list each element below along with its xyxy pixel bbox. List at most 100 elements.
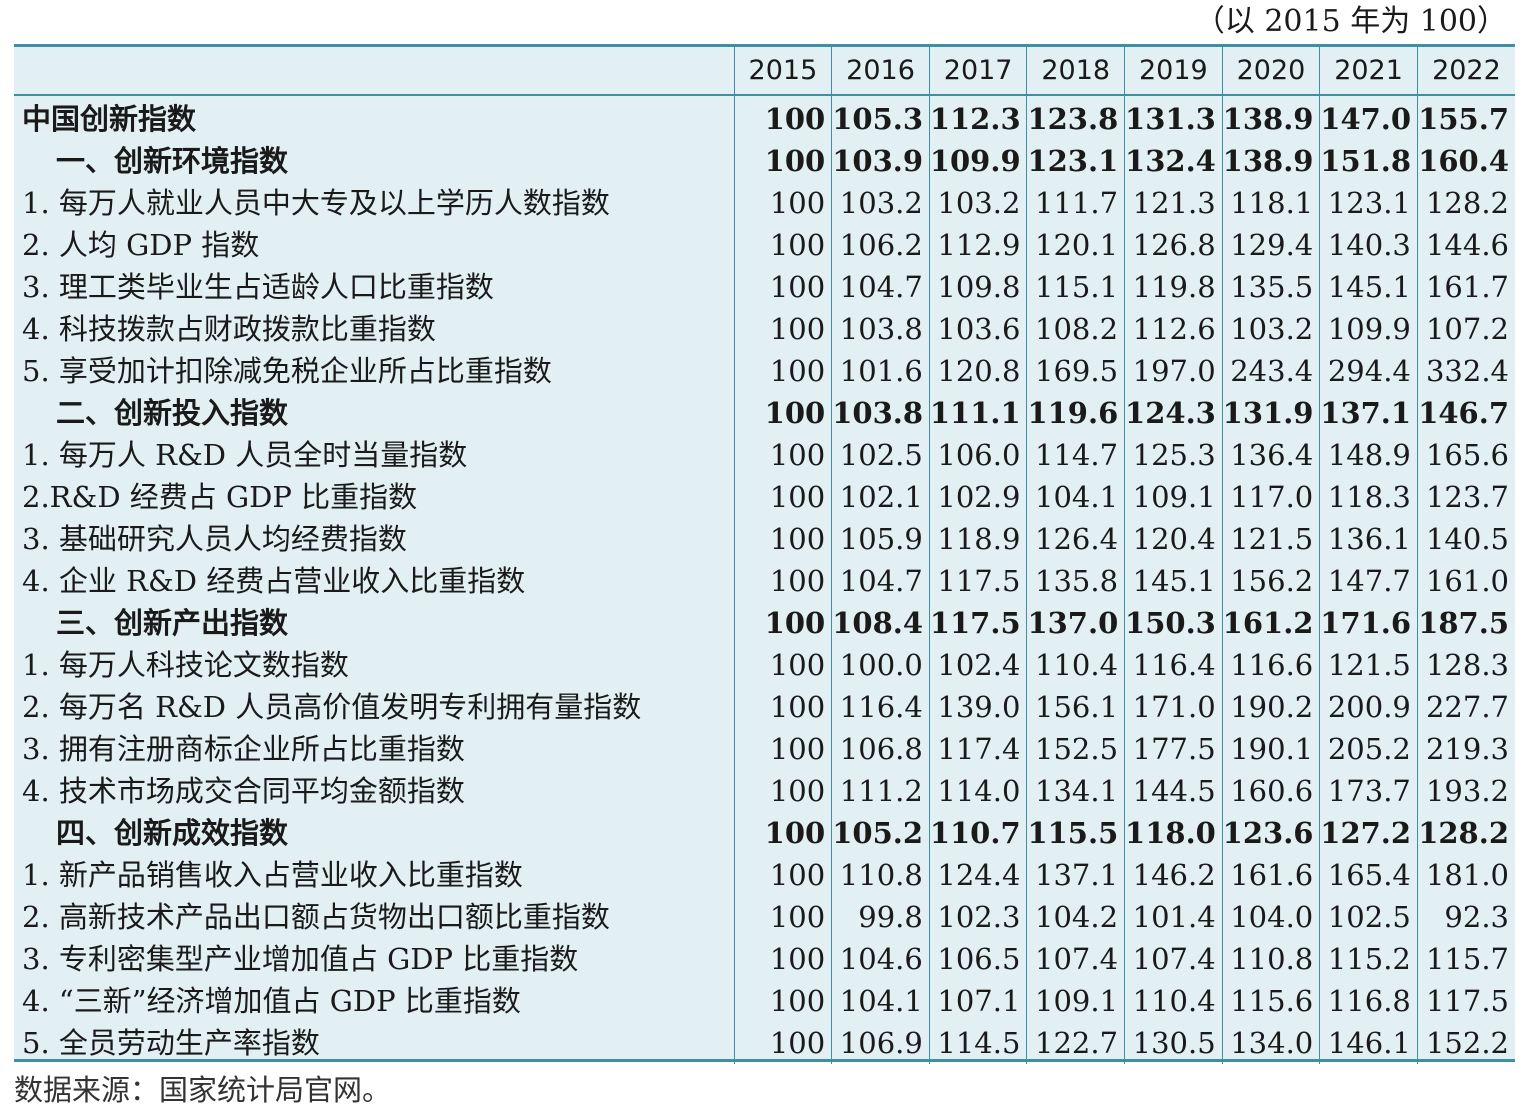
table-row: 2. 人均 GDP 指数 100 106.2 112.9 120.1 126.8 129.4… [14, 224, 1515, 266]
value-cell: 100 [733, 770, 832, 812]
table-row: 4. 企业 R&D 经费占营业收入比重指数 100 104.7 117.5 135.8 1… [14, 560, 1515, 602]
value-cell: 124.3 [1124, 392, 1223, 434]
table-row: 1. 新产品销售收入占营业收入比重指数 100 110.8 124.4 137.1 146… [14, 854, 1515, 896]
value-cell: 294.4 [1319, 350, 1418, 392]
table-row: 5. 享受加计扣除减免税企业所占比重指数 100 101.6 120.8 169.5 19… [14, 350, 1515, 392]
value-cell: 135.8 [1026, 560, 1125, 602]
value-cell: 114.0 [928, 770, 1027, 812]
row-label: 1. 每万人就业人员中大专及以上学历人数指数 [22, 186, 610, 220]
value-cell: 132.4 [1124, 140, 1223, 182]
value-cell: 110.8 [1221, 938, 1320, 980]
unit-note: （以 2015 年为 100） [1194, 4, 1507, 39]
value-cell: 100 [733, 938, 832, 980]
value-cell: 187.5 [1416, 602, 1515, 644]
value-cell: 104.7 [831, 560, 930, 602]
value-cell: 112.9 [928, 224, 1027, 266]
value-cell: 120.8 [928, 350, 1027, 392]
value-cell: 177.5 [1124, 728, 1223, 770]
value-cell: 103.8 [831, 308, 930, 350]
value-cell: 110.4 [1026, 644, 1125, 686]
row-label: 中国创新指数 [22, 102, 197, 136]
table-row: 3. 理工类毕业生占适龄人口比重指数 100 104.7 109.8 115.1 119.… [14, 266, 1515, 308]
source-note: 数据来源：国家统计局官网。 [14, 1073, 392, 1107]
value-cell: 100 [733, 812, 832, 854]
value-cell: 105.2 [831, 812, 930, 854]
value-cell: 146.2 [1124, 854, 1223, 896]
value-cell: 100 [733, 392, 832, 434]
value-cell: 138.9 [1221, 95, 1320, 140]
value-cell: 100 [733, 980, 832, 1022]
value-cell: 115.5 [1026, 812, 1125, 854]
value-cell: 146.7 [1416, 392, 1515, 434]
value-cell: 140.3 [1319, 224, 1418, 266]
value-cell: 119.6 [1026, 392, 1125, 434]
value-cell: 106.5 [928, 938, 1027, 980]
value-cell: 147.0 [1319, 95, 1418, 140]
value-cell: 161.6 [1221, 854, 1320, 896]
row-label: 2. 高新技术产品出口额占货物出口额比重指数 [22, 900, 610, 934]
value-cell: 193.2 [1416, 770, 1515, 812]
value-cell: 104.7 [831, 266, 930, 308]
value-cell: 148.9 [1319, 434, 1418, 476]
value-cell: 127.2 [1319, 812, 1418, 854]
value-cell: 118.1 [1221, 182, 1320, 224]
value-cell: 104.1 [1026, 476, 1125, 518]
innovation-index-table: 2015 2016 2017 2018 2019 2020 2021 2022 … [14, 47, 1515, 1064]
year-header: 2016 [831, 47, 930, 96]
value-cell: 126.4 [1026, 518, 1125, 560]
row-label: 一、创新环境指数 [56, 144, 289, 178]
value-cell: 120.4 [1124, 518, 1223, 560]
value-cell: 171.6 [1319, 602, 1418, 644]
value-cell: 123.6 [1221, 812, 1320, 854]
value-cell: 103.6 [928, 308, 1027, 350]
value-cell: 100 [733, 602, 832, 644]
value-cell: 92.3 [1416, 896, 1515, 938]
value-cell: 100 [733, 560, 832, 602]
value-cell: 205.2 [1319, 728, 1418, 770]
value-cell: 103.2 [928, 182, 1027, 224]
row-label: 5. 全员劳动生产率指数 [22, 1026, 320, 1060]
row-label: 1. 每万人 R&D 人员全时当量指数 [22, 438, 468, 472]
row-label: 2.R&D 经费占 GDP 比重指数 [22, 480, 418, 514]
row-label: 四、创新成效指数 [56, 816, 289, 850]
table-row: 5. 全员劳动生产率指数 100 106.9 114.5 122.7 130.5 134.0… [14, 1022, 1515, 1064]
table-row: 4. 科技拨款占财政拨款比重指数 100 103.8 103.6 108.2 112.6 1… [14, 308, 1515, 350]
value-cell: 139.0 [928, 686, 1027, 728]
table-row: 3. 专利密集型产业增加值占 GDP 比重指数 100 104.6 106.5 107.… [14, 938, 1515, 980]
row-label: 4. 企业 R&D 经费占营业收入比重指数 [22, 564, 526, 598]
value-cell: 109.9 [1319, 308, 1418, 350]
value-cell: 107.4 [1026, 938, 1125, 980]
value-cell: 144.6 [1416, 224, 1515, 266]
value-cell: 165.4 [1319, 854, 1418, 896]
value-cell: 136.4 [1221, 434, 1320, 476]
row-label: 3. 拥有注册商标企业所占比重指数 [22, 732, 465, 766]
value-cell: 124.4 [928, 854, 1027, 896]
value-cell: 100 [733, 434, 832, 476]
row-label: 3. 专利密集型产业增加值占 GDP 比重指数 [22, 942, 579, 976]
value-cell: 131.3 [1124, 95, 1223, 140]
value-cell: 109.9 [928, 140, 1027, 182]
value-cell: 103.9 [831, 140, 930, 182]
value-cell: 150.3 [1124, 602, 1223, 644]
value-cell: 128.2 [1416, 182, 1515, 224]
value-cell: 117.5 [928, 560, 1027, 602]
value-cell: 100 [733, 350, 832, 392]
value-cell: 123.1 [1319, 182, 1418, 224]
header-row: 2015 2016 2017 2018 2019 2020 2021 2022 [14, 47, 1515, 96]
value-cell: 110.8 [831, 854, 930, 896]
value-cell: 112.3 [928, 95, 1027, 140]
value-cell: 115.6 [1221, 980, 1320, 1022]
value-cell: 100 [733, 854, 832, 896]
value-cell: 116.4 [1124, 644, 1223, 686]
value-cell: 100 [733, 728, 832, 770]
value-cell: 116.4 [831, 686, 930, 728]
value-cell: 137.1 [1319, 392, 1418, 434]
value-cell: 106.9 [831, 1022, 930, 1064]
value-cell: 100 [733, 224, 832, 266]
value-cell: 107.1 [928, 980, 1027, 1022]
value-cell: 100 [733, 140, 832, 182]
row-label: 2. 每万名 R&D 人员高价值发明专利拥有量指数 [22, 690, 642, 724]
value-cell: 161.2 [1221, 602, 1320, 644]
value-cell: 128.2 [1416, 812, 1515, 854]
value-cell: 123.8 [1026, 95, 1125, 140]
